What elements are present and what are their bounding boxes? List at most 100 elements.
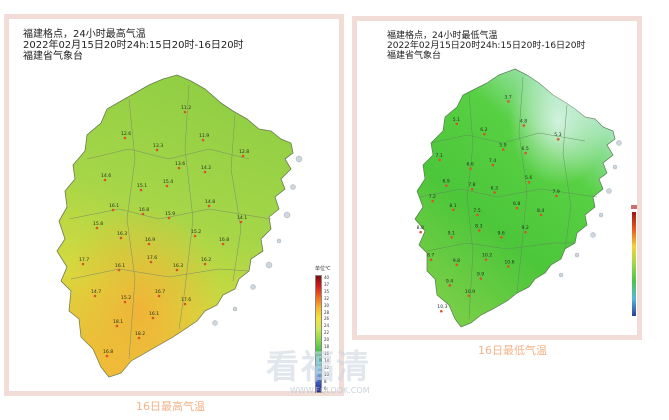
station-dot <box>507 100 510 103</box>
station-dot <box>431 199 434 203</box>
station-value: 16.1 <box>149 311 159 317</box>
legend-tick-label: 28 <box>324 309 330 315</box>
station-value: 10.6 <box>504 260 514 266</box>
station-value: 16.8 <box>219 237 229 243</box>
station-dot <box>501 148 505 151</box>
station-value: 14.8 <box>205 199 215 205</box>
legend-unit-label: 单位℃ <box>315 266 331 272</box>
station-dot <box>119 236 123 240</box>
station-value: 15.4 <box>163 179 173 185</box>
station-value: 9.1 <box>448 230 455 236</box>
legend-tick-label: 35 <box>324 288 330 294</box>
station-value: 17.6 <box>181 297 191 303</box>
county-borders <box>68 84 272 360</box>
station-dot <box>155 148 159 152</box>
station-dot <box>438 158 441 162</box>
station-dot <box>123 300 127 304</box>
legend-tick-label: 14 <box>324 357 330 363</box>
station-value: 5.6 <box>525 175 532 181</box>
station-dot <box>450 235 453 239</box>
legend-tick-label: 26 <box>324 316 330 322</box>
legend-tick-label: 18 <box>324 344 330 350</box>
station-value: 9.2 <box>522 225 529 231</box>
min-temp-title: 福建格点，24小时最低气温 2022年02月15日20时24h:15日20时-1… <box>387 31 586 61</box>
station-value: 14.2 <box>201 165 211 171</box>
station-value: 9.4 <box>446 278 453 284</box>
station-dot <box>157 294 161 298</box>
station-dot <box>491 163 495 167</box>
station-value: 10.2 <box>482 253 492 259</box>
legend-tick-label: 6 <box>324 385 327 391</box>
station-dot <box>141 212 145 216</box>
min-temp-title-line-2: 2022年02月15日20时24h:15日20时-16日20时 <box>387 41 586 51</box>
station-value: 13.6 <box>175 161 185 167</box>
station-value: 9.6 <box>497 230 504 236</box>
min-temp-caption: 16日最低气温 <box>478 344 547 357</box>
legend-tick-label: 30 <box>324 302 330 308</box>
station-value: 15.8 <box>93 221 103 227</box>
station-dot <box>527 180 531 184</box>
station-dot <box>493 191 496 194</box>
station-dot <box>445 184 448 187</box>
station-value: 7.4 <box>489 158 496 164</box>
station-dot <box>539 213 543 217</box>
station-value: 7.8 <box>468 182 475 188</box>
station-dot <box>193 234 197 238</box>
station-value: 8.7 <box>427 253 434 259</box>
station-dot <box>429 258 433 261</box>
station-dot <box>177 166 181 170</box>
coastal-islands <box>212 155 303 326</box>
legend-tick-label: 10 <box>324 371 330 377</box>
station-dot <box>103 178 107 182</box>
station-value: 17.6 <box>147 255 157 261</box>
station-value: 12.6 <box>121 131 131 137</box>
min-temp-legend-bar <box>632 212 636 316</box>
min-temp-title-line-3: 福建省气象台 <box>387 51 442 61</box>
station-value: 16.1 <box>109 203 119 209</box>
station-value: 11.2 <box>181 105 191 111</box>
station-value: 15.2 <box>191 229 201 235</box>
station-dot <box>151 316 155 320</box>
station-dot <box>81 262 85 266</box>
min-temp-title-line-1: 福建格点，24小时最低气温 <box>387 31 498 41</box>
station-dot <box>477 229 481 232</box>
station-value: 8.4 <box>537 208 544 214</box>
county-borders-min <box>418 76 598 320</box>
station-dot <box>241 154 245 158</box>
station-dot <box>482 132 486 136</box>
station-value: 6.9 <box>442 179 449 185</box>
cool-zone-shading <box>415 69 615 327</box>
min-temp-map: 3.7 5.1 4.8 6.2 5.9 6.5 5.3 7.1 6.6 7.4 6.9 7.8 6.3 5… <box>414 68 622 328</box>
station-dot <box>123 136 127 140</box>
station-dot <box>207 204 211 208</box>
legend-tick-label: 32 <box>324 295 330 301</box>
coastal-islands-min <box>558 140 622 278</box>
station-dot <box>439 309 443 313</box>
min-temp-stations: 3.7 5.1 4.8 6.2 5.9 6.5 5.3 7.1 6.6 7.4 6.9 7.8 6.3 5… <box>417 94 562 313</box>
station-value: 7.9 <box>553 189 560 195</box>
legend-tick-label: 16 <box>324 350 330 356</box>
station-value: 14.6 <box>101 173 111 179</box>
station-value: 6.6 <box>467 161 474 167</box>
warm-zone-shading <box>57 75 293 377</box>
station-dot <box>137 336 141 340</box>
station-dot <box>500 235 503 239</box>
station-dot <box>149 260 153 264</box>
max-temp-stations: 11.2 12.6 11.9 13.3 13.6 14.2 12.8 14.6 15.1 15.4… <box>79 105 249 358</box>
station-dot <box>105 354 109 358</box>
max-temp-title-line-3: 福建省气象台 <box>23 51 83 62</box>
station-value: 7.5 <box>473 208 480 214</box>
station-value: 9.9 <box>477 272 484 278</box>
station-value: 7.1 <box>436 153 443 159</box>
station-dot <box>524 230 527 234</box>
station-value: 3.7 <box>504 94 511 100</box>
station-dot <box>111 208 115 212</box>
station-value: 16.8 <box>103 349 113 355</box>
station-value: 8.8 <box>417 225 424 231</box>
station-dot <box>479 277 483 280</box>
station-value: 18.1 <box>113 319 123 325</box>
station-value: 12.8 <box>239 149 249 155</box>
station-value: 14.1 <box>237 215 247 221</box>
station-value: 14.7 <box>91 289 101 295</box>
station-value: 16.8 <box>139 207 149 213</box>
